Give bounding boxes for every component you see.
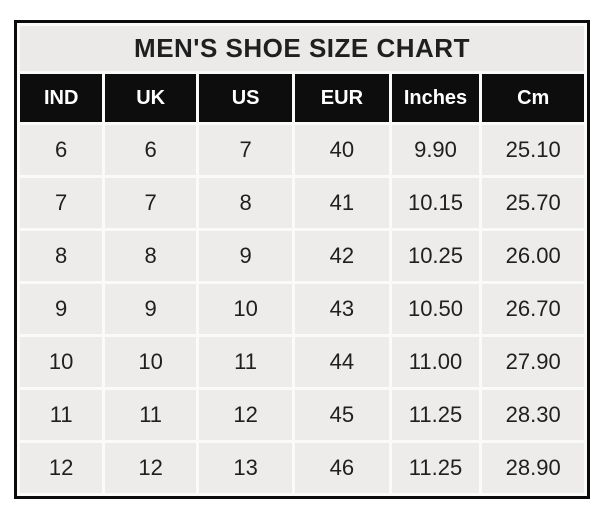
header-cell-cm: Cm: [482, 74, 584, 122]
size-table: MEN'S SHOE SIZE CHART IND UK US EUR Inch…: [14, 20, 590, 499]
cell-ind: 6: [20, 125, 103, 175]
cell-cm: 26.00: [482, 231, 584, 281]
cell-uk: 7: [105, 178, 196, 228]
header-cell-inches: Inches: [391, 74, 480, 122]
cell-us: 13: [198, 443, 293, 493]
cell-eur: 43: [295, 284, 389, 334]
cell-inches: 11.25: [391, 390, 480, 440]
cell-us: 11: [198, 337, 293, 387]
cell-us: 9: [198, 231, 293, 281]
cell-ind: 10: [20, 337, 103, 387]
cell-cm: 27.90: [482, 337, 584, 387]
cell-ind: 11: [20, 390, 103, 440]
cell-eur: 45: [295, 390, 389, 440]
cell-eur: 41: [295, 178, 389, 228]
table-row: 8 8 9 42 10.25 26.00: [20, 231, 584, 281]
cell-uk: 11: [105, 390, 196, 440]
cell-inches: 11.25: [391, 443, 480, 493]
table-row: 10 10 11 44 11.00 27.90: [20, 337, 584, 387]
cell-cm: 26.70: [482, 284, 584, 334]
title-row: MEN'S SHOE SIZE CHART: [20, 26, 584, 71]
cell-inches: 10.15: [391, 178, 480, 228]
cell-inches: 9.90: [391, 125, 480, 175]
header-cell-eur: EUR: [295, 74, 389, 122]
cell-cm: 28.30: [482, 390, 584, 440]
cell-us: 12: [198, 390, 293, 440]
table-row: 7 7 8 41 10.15 25.70: [20, 178, 584, 228]
shoe-size-chart: MEN'S SHOE SIZE CHART IND UK US EUR Inch…: [14, 20, 590, 499]
cell-ind: 8: [20, 231, 103, 281]
table-row: 9 9 10 43 10.50 26.70: [20, 284, 584, 334]
cell-us: 7: [198, 125, 293, 175]
cell-uk: 8: [105, 231, 196, 281]
cell-inches: 10.25: [391, 231, 480, 281]
cell-ind: 7: [20, 178, 103, 228]
cell-us: 8: [198, 178, 293, 228]
cell-us: 10: [198, 284, 293, 334]
cell-eur: 42: [295, 231, 389, 281]
cell-uk: 9: [105, 284, 196, 334]
cell-cm: 25.70: [482, 178, 584, 228]
table-row: 12 12 13 46 11.25 28.90: [20, 443, 584, 493]
chart-title: MEN'S SHOE SIZE CHART: [20, 26, 584, 71]
cell-ind: 9: [20, 284, 103, 334]
header-cell-ind: IND: [20, 74, 103, 122]
cell-inches: 11.00: [391, 337, 480, 387]
cell-uk: 6: [105, 125, 196, 175]
cell-cm: 28.90: [482, 443, 584, 493]
table-row: 6 6 7 40 9.90 25.10: [20, 125, 584, 175]
header-cell-uk: UK: [105, 74, 196, 122]
cell-uk: 10: [105, 337, 196, 387]
header-row: IND UK US EUR Inches Cm: [20, 74, 584, 122]
cell-ind: 12: [20, 443, 103, 493]
cell-eur: 40: [295, 125, 389, 175]
header-cell-us: US: [198, 74, 293, 122]
cell-uk: 12: [105, 443, 196, 493]
cell-inches: 10.50: [391, 284, 480, 334]
cell-cm: 25.10: [482, 125, 584, 175]
table-row: 11 11 12 45 11.25 28.30: [20, 390, 584, 440]
cell-eur: 44: [295, 337, 389, 387]
cell-eur: 46: [295, 443, 389, 493]
